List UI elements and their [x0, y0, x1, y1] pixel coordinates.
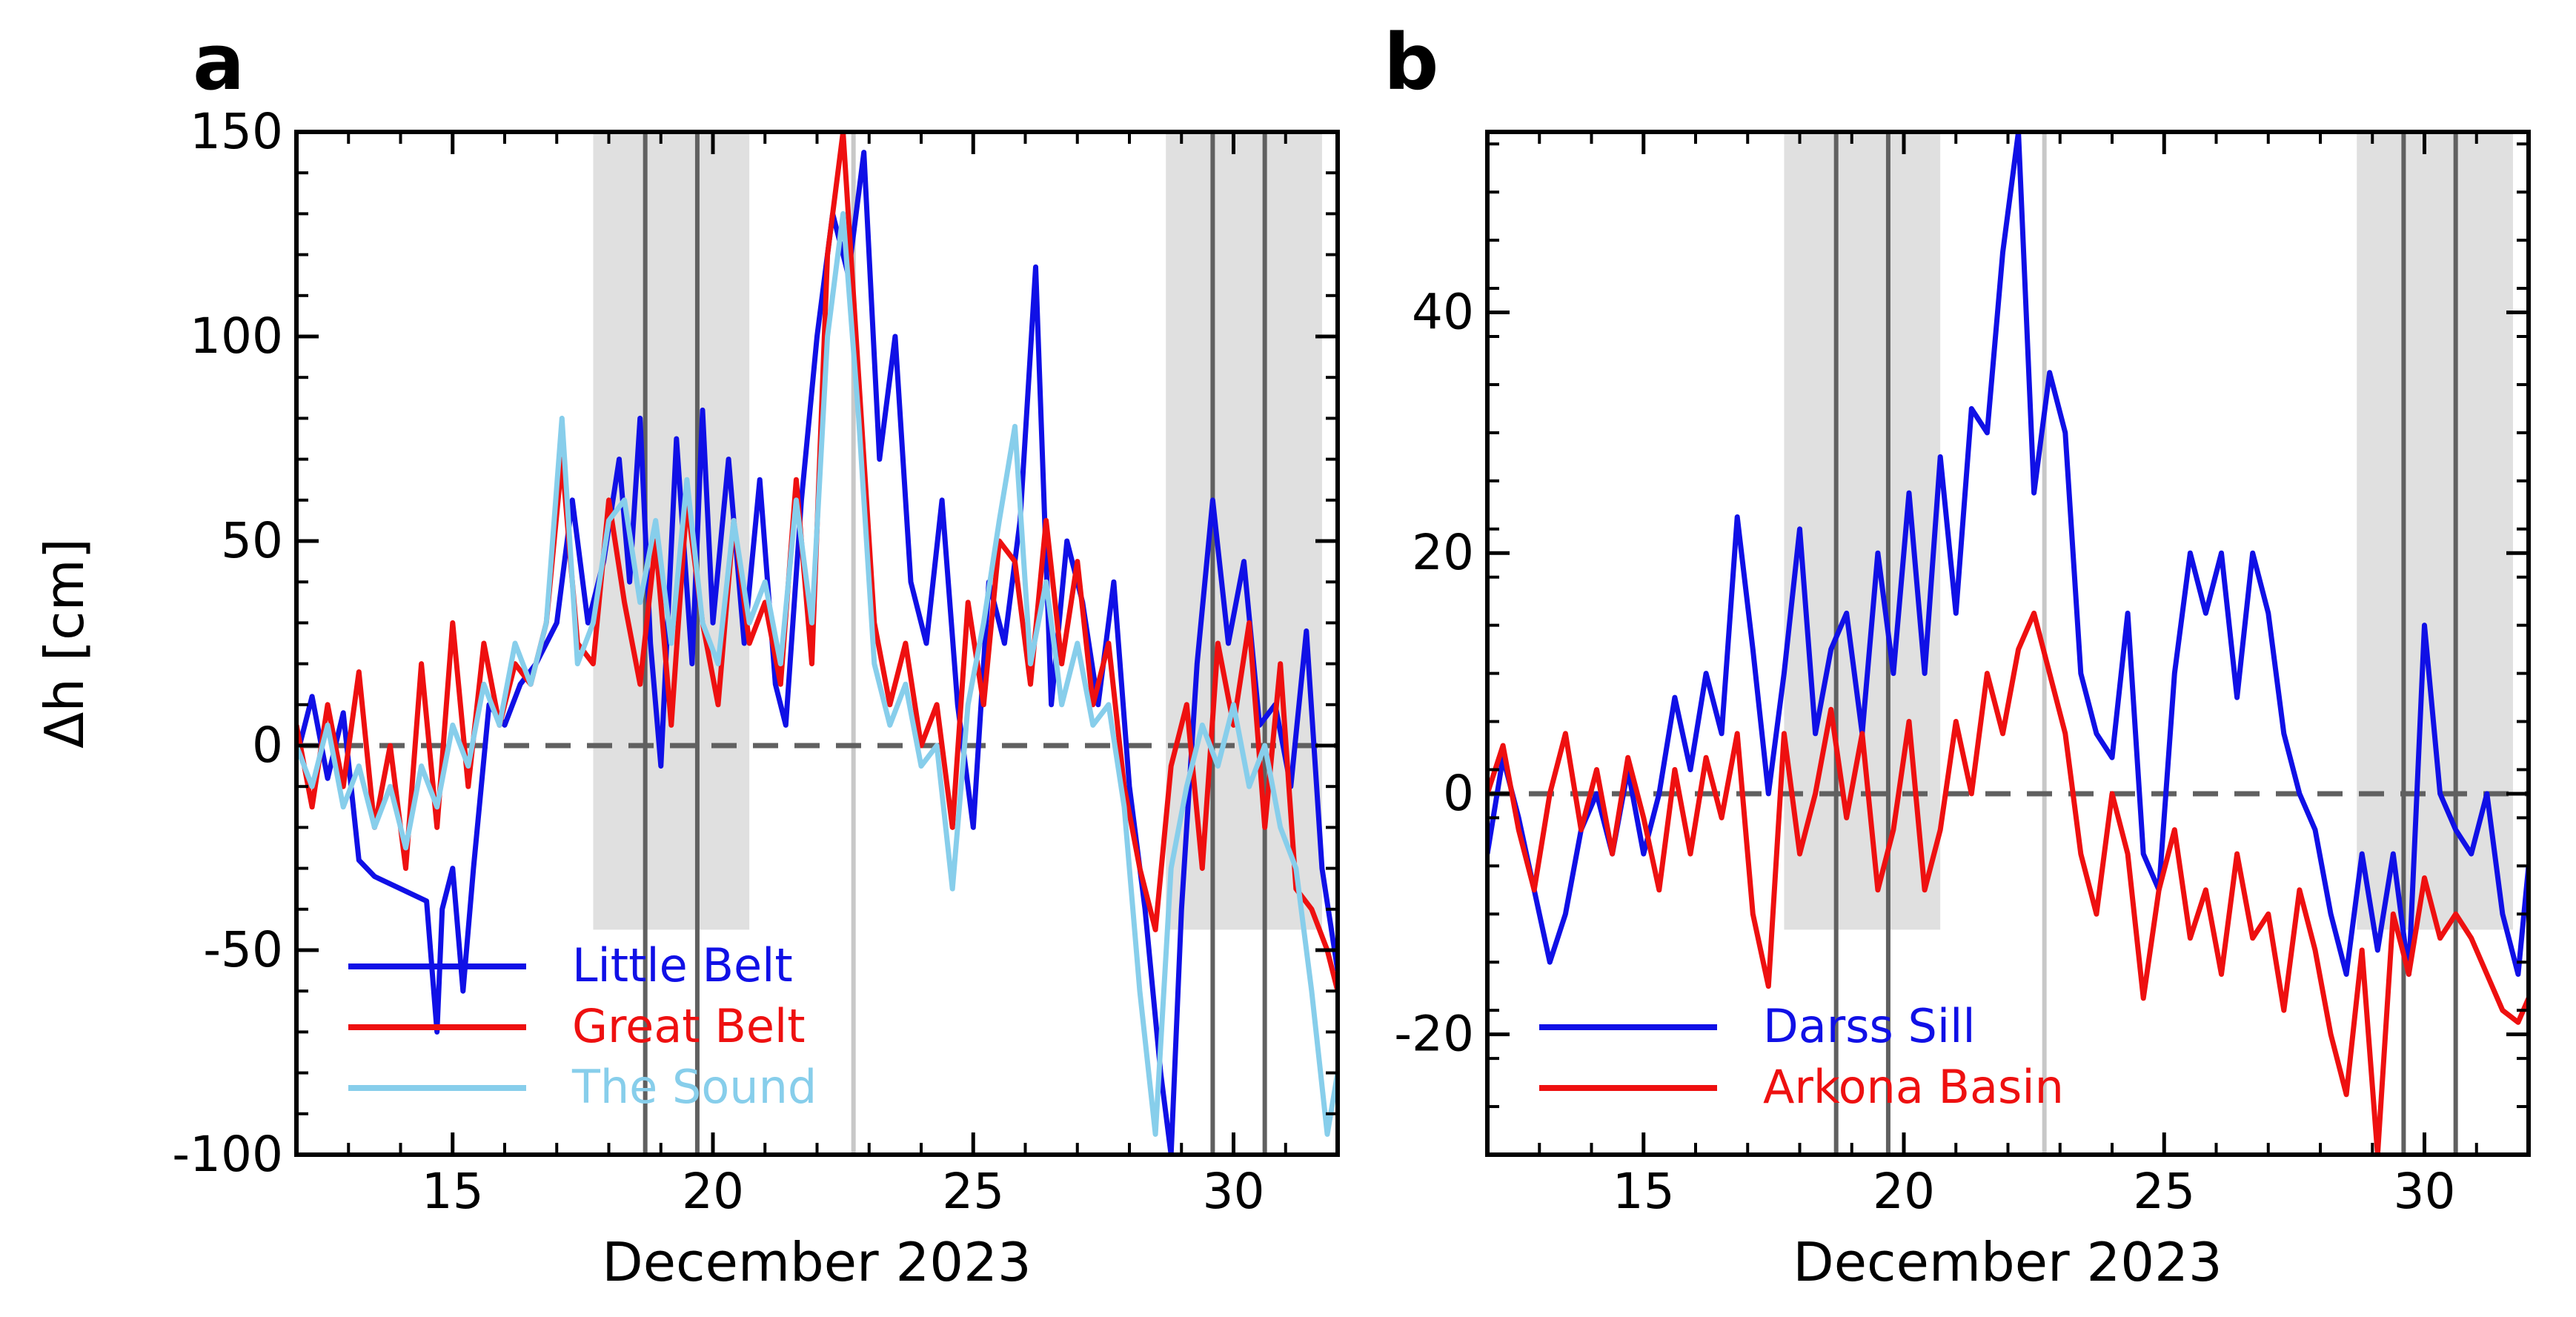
series-line-the-sound — [296, 210, 1338, 1137]
panel-a-y-axis-title: Δh [cm] — [33, 538, 96, 749]
legend-label: The Sound — [571, 1060, 817, 1114]
y-tick-label: 0 — [252, 717, 283, 774]
y-tick-label: 20 — [1412, 524, 1474, 581]
legend-label: Arkona Basin — [1763, 1060, 2064, 1114]
y-tick-label: 50 — [221, 512, 283, 569]
y-tick-label: -20 — [1394, 1006, 1474, 1063]
legend-label: Great Belt — [572, 999, 806, 1053]
legend-label: Little Belt — [572, 938, 793, 992]
shaded-period-2 — [1166, 132, 1322, 930]
panel-a-letter: a — [193, 17, 245, 107]
panel-b-letter: b — [1384, 17, 1438, 107]
x-tick-label: 20 — [682, 1163, 744, 1220]
x-tick-label: 15 — [422, 1163, 484, 1220]
y-tick-label: 0 — [1443, 765, 1474, 822]
x-tick-label: 30 — [1203, 1163, 1265, 1220]
series-line-arkona-basin — [1487, 610, 2529, 1155]
panel-b-legend: Darss Sill Arkona Basin — [1539, 999, 2064, 1114]
panel-b-ticks: 15 20 25 30 40 20 0 -20 — [1394, 132, 2530, 1220]
x-tick-label: 15 — [1613, 1163, 1675, 1220]
series-line-darss-sill — [1487, 132, 2529, 977]
panel-b-series — [1487, 132, 2529, 1155]
panel-a-ticks: 15 20 25 30 150 100 50 0 -50 -100 — [172, 103, 1339, 1220]
series-line-little-belt — [296, 150, 1338, 1155]
y-tick-label: -50 — [203, 921, 283, 978]
x-tick-label: 20 — [1873, 1163, 1935, 1220]
y-tick-label: 100 — [190, 308, 283, 365]
x-tick-label: 25 — [942, 1163, 1004, 1220]
y-tick-label: 40 — [1412, 284, 1474, 341]
x-tick-label: 25 — [2133, 1163, 2195, 1220]
panel-b-background — [1487, 132, 2529, 1155]
legend-label: Darss Sill — [1763, 999, 1976, 1053]
panel-a-chart: 15 20 25 30 150 100 50 0 -50 -100 Little Belt Grea… — [33, 17, 1340, 1293]
panel-a-x-axis-title: December 2023 — [602, 1231, 1031, 1293]
panel-a-series — [296, 132, 1338, 1155]
x-tick-label: 30 — [2394, 1163, 2456, 1220]
y-tick-label: -100 — [172, 1126, 283, 1183]
panel-a-legend: Little Belt Great Belt The Sound — [348, 938, 817, 1114]
y-tick-label: 150 — [190, 103, 283, 160]
panel-b-x-axis-title: December 2023 — [1793, 1231, 2222, 1293]
